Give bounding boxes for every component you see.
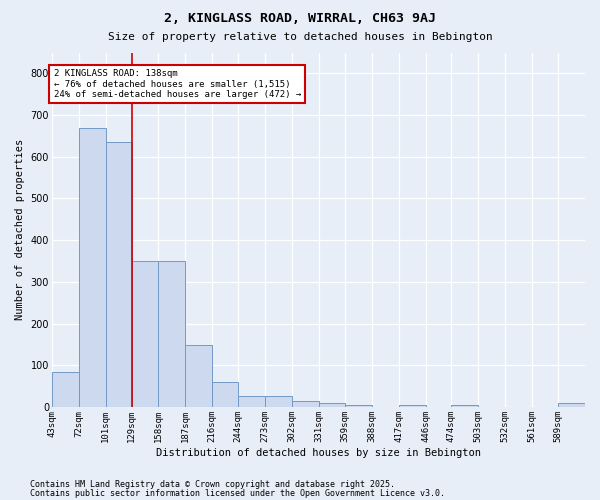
Bar xyxy=(345,405,372,407)
Bar xyxy=(319,402,345,407)
Text: Size of property relative to detached houses in Bebington: Size of property relative to detached ho… xyxy=(107,32,493,42)
X-axis label: Distribution of detached houses by size in Bebington: Distribution of detached houses by size … xyxy=(156,448,481,458)
Text: 2, KINGLASS ROAD, WIRRAL, CH63 9AJ: 2, KINGLASS ROAD, WIRRAL, CH63 9AJ xyxy=(164,12,436,26)
Bar xyxy=(265,396,292,407)
Bar xyxy=(212,382,238,407)
Y-axis label: Number of detached properties: Number of detached properties xyxy=(15,139,25,320)
Bar xyxy=(106,142,131,407)
Bar xyxy=(158,261,185,407)
Bar xyxy=(238,396,265,407)
Bar xyxy=(79,128,106,407)
Bar xyxy=(292,400,319,407)
Text: Contains public sector information licensed under the Open Government Licence v3: Contains public sector information licen… xyxy=(30,489,445,498)
Bar xyxy=(451,405,478,407)
Bar xyxy=(131,261,158,407)
Bar xyxy=(398,405,425,407)
Text: Contains HM Land Registry data © Crown copyright and database right 2025.: Contains HM Land Registry data © Crown c… xyxy=(30,480,395,489)
Bar xyxy=(52,372,79,407)
Text: 2 KINGLASS ROAD: 138sqm
← 76% of detached houses are smaller (1,515)
24% of semi: 2 KINGLASS ROAD: 138sqm ← 76% of detache… xyxy=(53,69,301,99)
Bar xyxy=(558,402,585,407)
Bar xyxy=(185,345,212,407)
